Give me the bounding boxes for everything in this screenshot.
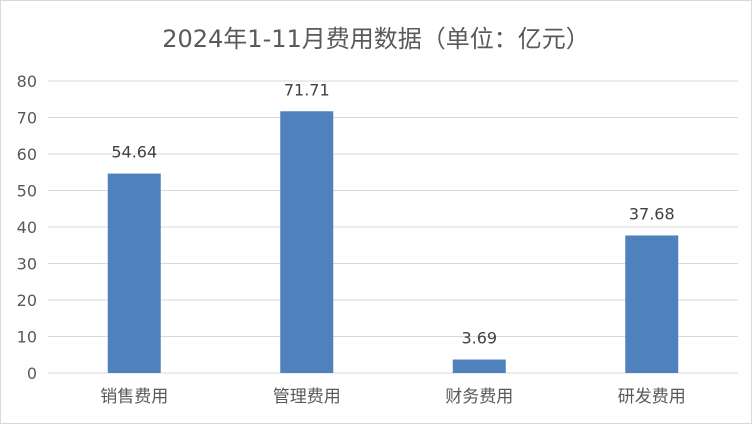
- y-tick-label: 0: [27, 364, 37, 383]
- y-tick-label: 30: [17, 255, 37, 274]
- bar: [107, 173, 161, 373]
- y-tick-label: 60: [17, 145, 37, 164]
- x-tick-label: 管理费用: [273, 387, 341, 407]
- y-tick-label: 80: [17, 72, 37, 91]
- bar: [452, 359, 506, 373]
- x-tick-label: 研发费用: [618, 387, 686, 407]
- data-label: 54.64: [111, 143, 157, 162]
- y-tick-label: 50: [17, 182, 37, 201]
- data-label: 3.69: [461, 329, 497, 348]
- x-tick-label: 销售费用: [100, 387, 168, 407]
- bar: [280, 111, 334, 374]
- chart-title: 2024年1-11月费用数据（单位：亿元）: [162, 25, 590, 53]
- y-tick-label: 70: [17, 109, 37, 128]
- data-label: 71.71: [284, 80, 330, 99]
- data-label: 37.68: [629, 204, 675, 223]
- x-tick-label: 财务费用: [445, 387, 513, 407]
- y-tick-label: 10: [17, 328, 37, 347]
- bar: [625, 235, 679, 373]
- y-tick-label: 40: [17, 218, 37, 237]
- y-tick-label: 20: [17, 291, 37, 310]
